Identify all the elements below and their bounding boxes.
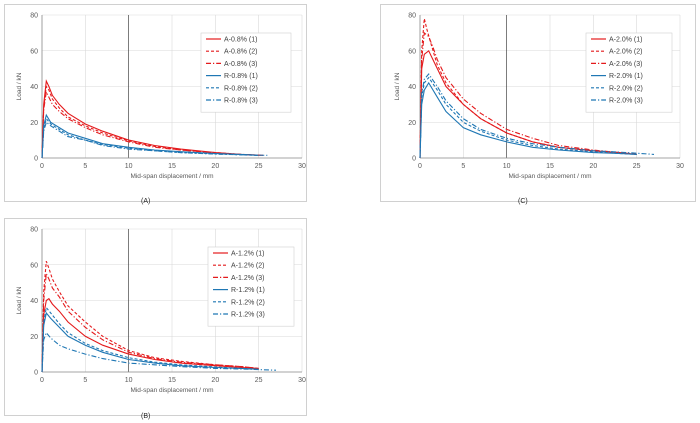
y-tick-label: 40 — [30, 298, 38, 305]
y-tick-label: 80 — [408, 13, 416, 20]
x-tick-label: 0 — [40, 163, 44, 170]
x-tick-label: 10 — [503, 163, 511, 170]
series-line-a-2-0-3- — [419, 31, 637, 159]
series-line-a-0-8-3- — [41, 90, 259, 159]
legend-box — [207, 246, 295, 327]
y-tick-label: 20 — [30, 120, 38, 127]
legend-entry: R-2.0% (2) — [609, 85, 643, 92]
x-tick-label: 15 — [546, 163, 554, 170]
x-tick-label: 5 — [83, 377, 87, 384]
y-tick-label: 60 — [408, 48, 416, 55]
series-line-r-1-2-3- — [41, 331, 277, 373]
x-tick-label: 25 — [633, 163, 641, 170]
legend-entry: R-2.0% (3) — [609, 98, 643, 105]
legend-entry: R-1.2% (3) — [231, 312, 265, 319]
legend-box — [585, 32, 673, 113]
legend-entry: R-0.8% (2) — [224, 85, 258, 92]
legend-entry: A-2.0% (1) — [609, 37, 642, 44]
legend-entry: A-2.0% (2) — [609, 49, 642, 56]
x-tick-label: 20 — [211, 377, 219, 384]
x-tick-label: 30 — [298, 163, 306, 170]
panel-label-b: (B) — [141, 413, 151, 420]
x-tick-label: 15 — [168, 377, 176, 384]
y-tick-label: 60 — [30, 262, 38, 269]
legend-entry: A-1.2% (2) — [231, 263, 264, 270]
chart-b-svg: 0 20 40 60 80 0 5 10 15 20 25 30 Mid-span displaceme… — [16, 227, 306, 395]
x-tick-label: 25 — [255, 163, 263, 170]
y-tick-label: 40 — [408, 84, 416, 91]
chart-c-svg: 0 20 40 60 80 0 5 10 15 20 25 30 Mid-span displaceme… — [394, 13, 684, 181]
y-tick-label: 80 — [30, 227, 38, 234]
legend-box — [200, 32, 292, 113]
chart-panel-c: 0 20 40 60 80 0 5 10 15 20 25 30 Mid-span displaceme… — [380, 4, 696, 202]
panel-label-c: (C) — [518, 198, 528, 205]
legend-entry: A-1.2% (3) — [231, 275, 264, 282]
panel-label-a: (A) — [141, 198, 151, 205]
y-tick-label: 20 — [408, 120, 416, 127]
x-tick-label: 5 — [461, 163, 465, 170]
legend-entry: R-0.8% (1) — [224, 73, 258, 80]
chart-a-svg: 0 20 40 60 80 0 5 10 15 20 25 30 Mid-span displaceme… — [16, 13, 306, 181]
y-axis-label: Load / kN — [16, 286, 23, 314]
x-axis-label: Mid-span displacement / mm — [508, 173, 591, 180]
series-line-a-2-0-2- — [419, 18, 637, 159]
x-tick-label: 0 — [418, 163, 422, 170]
y-tick-label: 0 — [412, 156, 416, 163]
series-line-r-2-0-2- — [419, 76, 637, 159]
legend-entry: A-0.8% (1) — [224, 37, 257, 44]
x-tick-label: 0 — [40, 377, 44, 384]
chart-panel-b: 0 20 40 60 80 0 5 10 15 20 25 30 Mid-span displaceme… — [4, 218, 307, 416]
legend-entry: R-0.8% (3) — [224, 98, 258, 105]
series-line-r-1-2-2- — [41, 306, 259, 373]
x-tick-label: 25 — [255, 377, 263, 384]
y-axis-label: Load / kN — [16, 72, 23, 100]
x-tick-label: 20 — [589, 163, 597, 170]
x-axis-label: Mid-span displacement / mm — [130, 173, 213, 180]
y-tick-label: 60 — [30, 48, 38, 55]
x-axis-label: Mid-span displacement / mm — [130, 387, 213, 394]
series-line-a-1-2-1- — [41, 297, 259, 373]
x-tick-label: 30 — [298, 377, 306, 384]
y-tick-label: 40 — [30, 84, 38, 91]
y-tick-label: 0 — [34, 370, 38, 377]
series-line-a-1-2-3- — [41, 271, 259, 373]
legend-entry: R-1.2% (2) — [231, 299, 265, 306]
legend-entry: R-1.2% (1) — [231, 287, 265, 294]
x-tick-label: 20 — [211, 163, 219, 170]
legend-entry: A-2.0% (3) — [609, 61, 642, 68]
x-tick-label: 10 — [125, 377, 133, 384]
series-line-r-2-0-1- — [419, 81, 637, 159]
legend-entry: A-0.8% (3) — [224, 61, 257, 68]
x-tick-label: 30 — [676, 163, 684, 170]
y-tick-label: 0 — [34, 156, 38, 163]
y-tick-label: 80 — [30, 13, 38, 20]
legend-entry: A-1.2% (1) — [231, 251, 264, 258]
series-line-r-0-8-3- — [41, 121, 268, 159]
legend-entry: R-2.0% (1) — [609, 73, 643, 80]
series-line-r-2-0-3- — [419, 73, 655, 159]
series-line-r-0-8-1- — [41, 113, 259, 159]
chart-panel-a: 0 20 40 60 80 0 5 10 15 20 25 30 Mid-span displaceme… — [4, 4, 307, 202]
series-line-r-1-2-1- — [41, 311, 259, 373]
legend-entry: A-0.8% (2) — [224, 49, 257, 56]
x-tick-label: 15 — [168, 163, 176, 170]
y-axis-label: Load / kN — [394, 72, 401, 100]
x-tick-label: 5 — [83, 163, 87, 170]
y-tick-label: 20 — [30, 334, 38, 341]
x-tick-label: 10 — [125, 163, 133, 170]
